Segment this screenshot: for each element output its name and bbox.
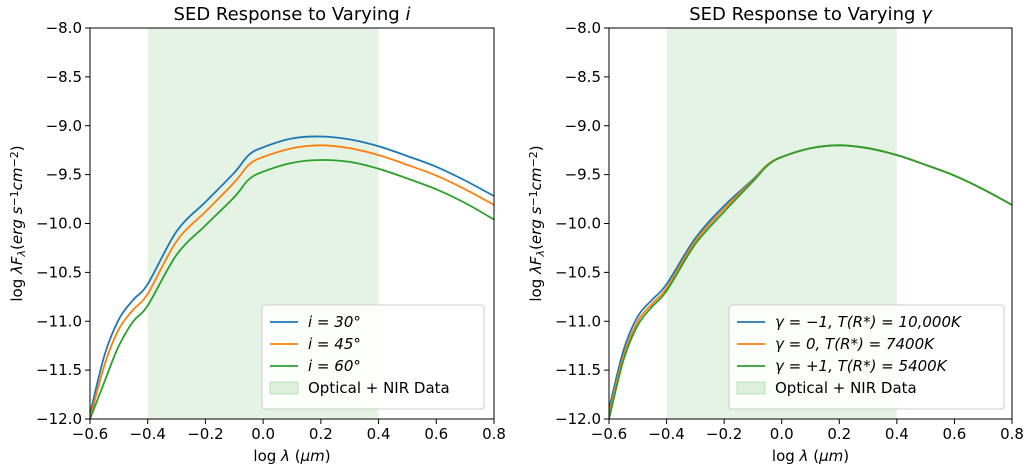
x-axis-label-part: λ [799,447,809,465]
chart-title: SED Response to Varying γ [689,4,933,25]
x-tick-label: −0.6 [72,425,108,443]
y-tick-label: −11.0 [555,312,601,330]
y-tick-label: −8.5 [565,68,601,86]
y-tick-label: −11.5 [36,361,82,379]
x-tick-label: −0.2 [706,425,742,443]
y-axis-label-part: cm [8,167,26,190]
legend-label-shaded: Optical + NIR Data [308,379,450,397]
y-tick-label: −8.0 [46,19,82,37]
legend-label-3: i = 60° [308,357,361,375]
y-tick-label: −12.0 [36,410,82,428]
y-axis-label-part: log [527,274,545,302]
y-tick-label: −10.0 [555,215,601,233]
y-axis-label-part: ( [8,244,26,250]
x-axis-label-part: ( [290,447,301,465]
y-tick-label: −9.5 [46,166,82,184]
x-axis-label-part: log [253,447,281,465]
x-tick-label: 0.0 [251,425,275,443]
y-axis-label-part: ) [527,145,545,151]
chart-title-symbol: γ [921,4,933,25]
x-axis-label-part: μm [300,447,325,465]
chart-panel-1: −0.6 −0.4 −0.2 0.0 0.2 0.4 0.6 0.8 −12.0 −11.5 −11… [8,4,506,465]
legend-swatch-shaded [736,381,766,395]
x-axis-label-part: ) [843,447,849,465]
y-tick-label: −10.5 [36,263,82,281]
x-tick-label: 0.6 [424,425,448,443]
x-axis-label: log λ (μm) [253,447,330,465]
y-axis-label-part: −2 [527,151,540,167]
y-tick-label: −8.0 [565,19,601,37]
legend-label-2: γ = 0, T(R*) = 7400K [775,335,935,353]
y-axis-label-part: −2 [8,151,21,167]
x-axis-label-part: λ [280,447,290,465]
y-axis-label-part: log [8,274,26,302]
legend: i = 30° i = 45° i = 60° Optical + NIR Data [261,304,485,410]
y-axis-label-part: −1 [8,190,21,206]
legend-swatch-shaded [269,381,299,395]
x-axis-label-part: μm [818,447,843,465]
y-axis-label-part: λ [15,250,28,258]
legend-box [261,304,485,410]
y-tick-label: −10.5 [555,263,601,281]
y-axis-label-part: cm [527,167,545,190]
series-line-2 [90,144,494,419]
y-axis-label-part: −1 [527,190,540,206]
chart-title-symbol: i [405,4,410,25]
legend-label-2: i = 45° [308,335,361,353]
y-axis-label-part: ) [8,145,26,151]
chart-title-prefix: SED Response to Varying [174,4,406,25]
x-tick-label: 0.2 [309,425,333,443]
legend-label-shaded: Optical + NIR Data [775,379,917,397]
x-tick-label: −0.2 [187,425,223,443]
legend-box [728,304,1005,410]
y-tick-label: −8.5 [46,68,82,86]
x-tick-label: 0.4 [885,425,909,443]
x-axis-label: log λ (μm) [772,447,849,465]
series-line-1 [90,135,494,415]
y-tick-label: −11.5 [555,361,601,379]
legend-label-1: i = 30° [308,313,361,331]
x-axis-label-part: log [772,447,800,465]
x-tick-label: −0.4 [129,425,165,443]
y-tick-label: −9.0 [565,117,601,135]
x-tick-label: −0.6 [591,425,627,443]
series-group [90,135,494,419]
y-axis-label-part: λF [527,256,545,275]
y-axis-label: log λFλ(erg s−1cm−2) [527,145,547,301]
x-tick-label: 0.2 [827,425,851,443]
chart-title-prefix: SED Response to Varying [689,4,921,25]
y-axis-label-part: λF [8,256,26,275]
chart-panel-2: −0.6 −0.4 −0.2 0.0 0.2 0.4 0.6 0.8 −12.0 −11.5 −11… [527,4,1024,465]
x-tick-label: 0.4 [367,425,391,443]
series-line-3 [90,159,494,419]
y-tick-label: −9.5 [565,166,601,184]
series-group [609,144,1012,419]
chart-title: SED Response to Varying i [174,4,411,25]
x-tick-label: 0.8 [482,425,506,443]
y-tick-label: −9.0 [46,117,82,135]
x-axis-label-part: ) [325,447,331,465]
legend-label-1: γ = −1, T(R*) = 10,000K [775,313,962,331]
y-tick-label: −10.0 [36,215,82,233]
y-axis-label-part: ( [527,244,545,250]
legend-label-3: γ = +1, T(R*) = 5400K [775,357,948,375]
x-tick-label: 0.6 [942,425,966,443]
x-tick-label: 0.8 [1000,425,1024,443]
y-tick-label: −11.0 [36,312,82,330]
y-axis-label-part: erg [8,219,26,244]
legend: γ = −1, T(R*) = 10,000K γ = 0, T(R*) = 74… [728,304,1005,410]
y-axis-label-part: λ [534,250,547,258]
y-tick-label: −12.0 [555,410,601,428]
y-axis-label: log λFλ(erg s−1cm−2) [8,145,28,301]
x-tick-label: −0.4 [648,425,684,443]
x-tick-label: 0.0 [770,425,794,443]
series-line-3 [609,144,1012,419]
y-axis-label-part: erg [527,219,545,244]
x-axis-label-part: ( [808,447,819,465]
y-axis-label-part: s [8,206,26,214]
y-axis-label-part: s [527,206,545,214]
